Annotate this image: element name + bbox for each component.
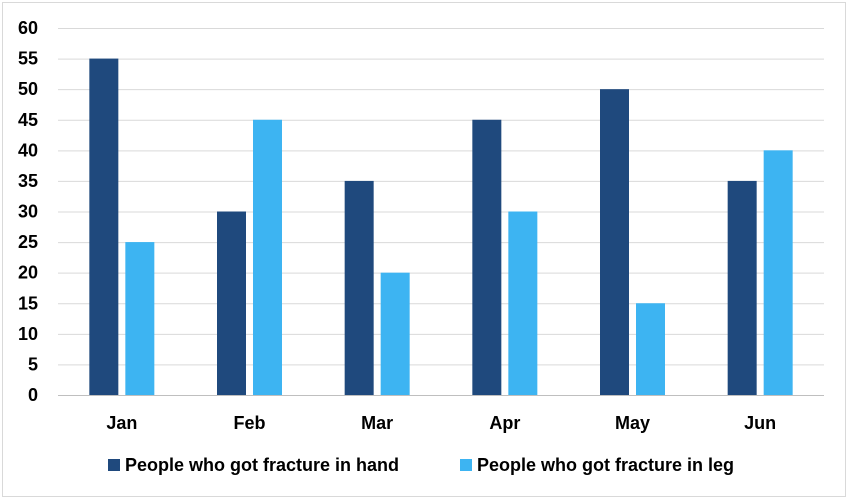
- y-tick-label: 10: [18, 324, 38, 344]
- bar-mar-series-2: [380, 272, 410, 395]
- bar-mar-series-1: [344, 180, 374, 395]
- legend-swatch: [108, 459, 120, 471]
- bar-may-series-2: [636, 303, 665, 395]
- y-tick-label: 15: [18, 293, 38, 313]
- gridlines: [58, 28, 824, 396]
- y-tick-label: 0: [28, 385, 38, 405]
- bar-apr-series-2: [508, 211, 538, 395]
- x-axis-category-labels: Jan Feb Mar Apr May Jun: [106, 413, 776, 433]
- bar-jun-series-1: [727, 180, 757, 395]
- legend: People who got fracture in hand People wh…: [108, 455, 734, 475]
- y-tick-label: 45: [18, 110, 38, 130]
- x-category-label: Feb: [233, 413, 265, 433]
- y-tick-label: 30: [18, 202, 38, 222]
- legend-swatch: [460, 459, 472, 471]
- legend-label: People who got fracture in hand: [125, 455, 399, 475]
- y-tick-label: 50: [18, 79, 38, 99]
- y-tick-label: 25: [18, 232, 38, 252]
- bar-apr-series-1: [472, 119, 502, 395]
- x-category-label: Jan: [106, 413, 137, 433]
- y-tick-label: 5: [28, 354, 38, 374]
- bars: [89, 58, 793, 396]
- y-tick-label: 20: [18, 263, 38, 283]
- y-tick-label: 40: [18, 140, 38, 160]
- bar-may-series-1: [600, 89, 629, 396]
- y-axis-tick-labels: 0 5 10 15 20 25 30 35 40 45 50 55 60: [18, 18, 38, 405]
- bar-feb-series-1: [217, 211, 246, 395]
- y-tick-label: 60: [18, 18, 38, 38]
- legend-label: People who got fracture in leg: [477, 455, 734, 475]
- bar-feb-series-2: [253, 119, 282, 395]
- y-tick-label: 55: [18, 49, 38, 69]
- x-category-label: Jun: [744, 413, 776, 433]
- bar-jan-series-2: [125, 242, 155, 395]
- bar-jun-series-2: [763, 150, 793, 395]
- x-category-label: Mar: [361, 413, 393, 433]
- x-category-label: May: [615, 413, 650, 433]
- bar-jan-series-1: [89, 58, 119, 395]
- y-tick-label: 35: [18, 171, 38, 191]
- x-category-label: Apr: [489, 413, 520, 433]
